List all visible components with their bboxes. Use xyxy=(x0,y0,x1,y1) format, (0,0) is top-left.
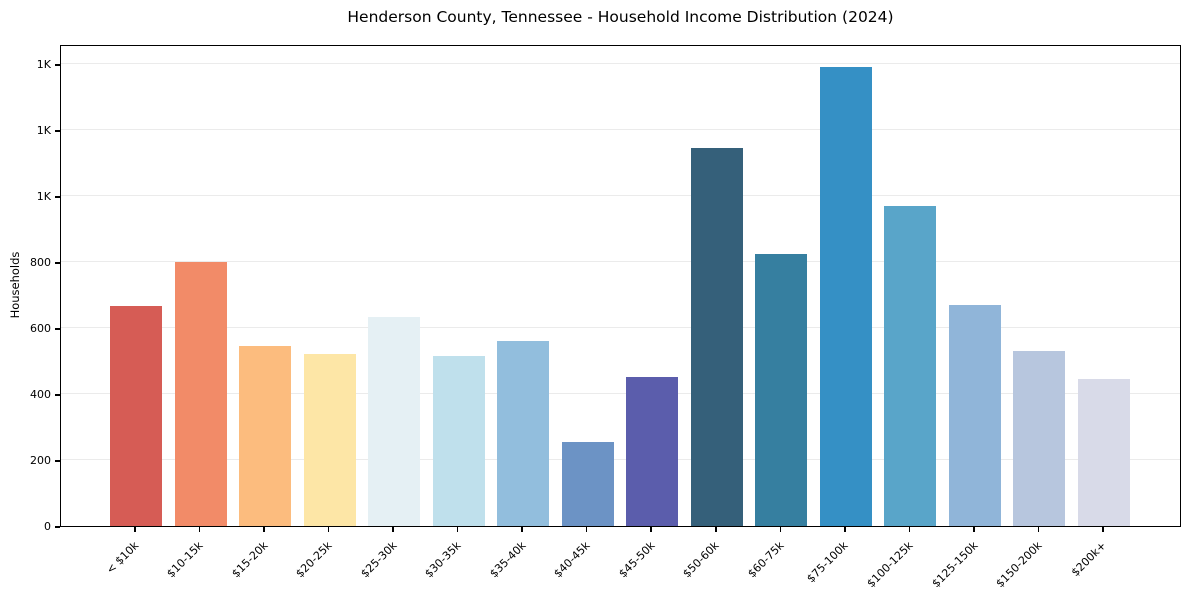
bar-125-150k xyxy=(948,304,1001,526)
gridline xyxy=(61,459,1180,461)
bar-10k xyxy=(110,306,162,526)
x-tick-mark xyxy=(585,527,588,532)
bar-45-50k xyxy=(626,377,679,526)
y-tick-label: 800 xyxy=(30,255,51,269)
y-tick-label: 200 xyxy=(30,453,51,467)
x-tick-label-text: $20-25k xyxy=(293,539,335,581)
x-tick-mark xyxy=(263,527,265,532)
x-tick-label-text: $125-150k xyxy=(928,539,981,590)
x-tick-mark xyxy=(134,527,136,532)
y-tick-label: 1K xyxy=(36,189,51,203)
bar-15-20k xyxy=(239,346,292,526)
bar-30-35k xyxy=(432,355,485,526)
x-tick-mark xyxy=(844,527,846,532)
x-tick-mark xyxy=(1037,527,1040,532)
x-tick-label-text: $40-45k xyxy=(551,539,593,581)
gridline xyxy=(61,195,1180,197)
y-tick-label: 1K xyxy=(36,57,51,71)
y-tick-mark xyxy=(55,130,60,132)
y-tick-mark xyxy=(55,262,60,264)
bar-150-200k xyxy=(1013,351,1066,526)
y-tick-mark xyxy=(55,196,60,198)
y-tick-mark xyxy=(55,328,60,330)
y-tick-label: 0 xyxy=(44,520,51,533)
bar-100-125k xyxy=(884,205,937,526)
gridline xyxy=(61,129,1180,131)
x-tick-label-text: $150-200k xyxy=(993,539,1045,590)
bar-25-30k xyxy=(368,317,421,526)
x-tick-mark xyxy=(908,527,911,532)
bar-60-75k xyxy=(755,253,808,526)
x-tick-mark xyxy=(521,527,523,532)
x-tick-mark xyxy=(650,527,652,532)
gridline xyxy=(61,393,1180,395)
x-tick-label-text: $50-60k xyxy=(680,539,722,581)
chart-title: Henderson County, Tennessee - Household … xyxy=(347,8,894,26)
bar-50-60k xyxy=(690,148,743,526)
y-tick-mark xyxy=(55,460,60,462)
x-tick-label-text: $35-40k xyxy=(487,539,529,581)
y-tick-mark xyxy=(55,394,60,396)
y-tick-label: 400 xyxy=(30,387,51,401)
x-tick-label-text: $60-75k xyxy=(745,539,787,581)
plot-area xyxy=(60,45,1181,527)
x-tick-label-text: < $10k xyxy=(103,539,142,577)
x-tick-mark xyxy=(779,527,782,532)
x-tick-mark xyxy=(456,527,459,532)
x-tick-label-text: $200k+ xyxy=(1069,539,1110,580)
gridline xyxy=(61,261,1180,263)
bar-200k xyxy=(1077,379,1130,526)
x-tick-mark xyxy=(198,527,201,532)
x-tick-mark xyxy=(392,527,394,532)
y-tick-mark xyxy=(55,526,60,528)
bar-20-25k xyxy=(303,354,356,526)
x-tick-mark xyxy=(715,527,717,532)
x-tick-label-text: $45-50k xyxy=(616,539,658,581)
bar-75-100k xyxy=(819,67,872,526)
bar-10-15k xyxy=(174,261,227,526)
x-tick-label-text: $100-125k xyxy=(864,539,916,590)
bar-40-45k xyxy=(561,441,614,526)
gridline xyxy=(61,63,1180,65)
y-tick-label: 1K xyxy=(36,123,51,137)
y-tick-label: 600 xyxy=(30,321,51,335)
x-tick-mark xyxy=(1102,527,1104,532)
x-tick-mark xyxy=(973,527,975,532)
x-tick-label-text: $30-35k xyxy=(422,539,464,581)
x-tick-mark xyxy=(327,527,330,532)
x-tick-label-text: $10-15k xyxy=(164,539,206,581)
bar-35-40k xyxy=(497,341,550,526)
x-tick-label-text: $15-20k xyxy=(228,539,271,581)
y-tick-mark xyxy=(55,64,60,66)
x-tick-label-text: $25-30k xyxy=(358,539,400,581)
gridline xyxy=(61,327,1180,329)
x-tick-label-text: $75-100k xyxy=(804,539,852,586)
